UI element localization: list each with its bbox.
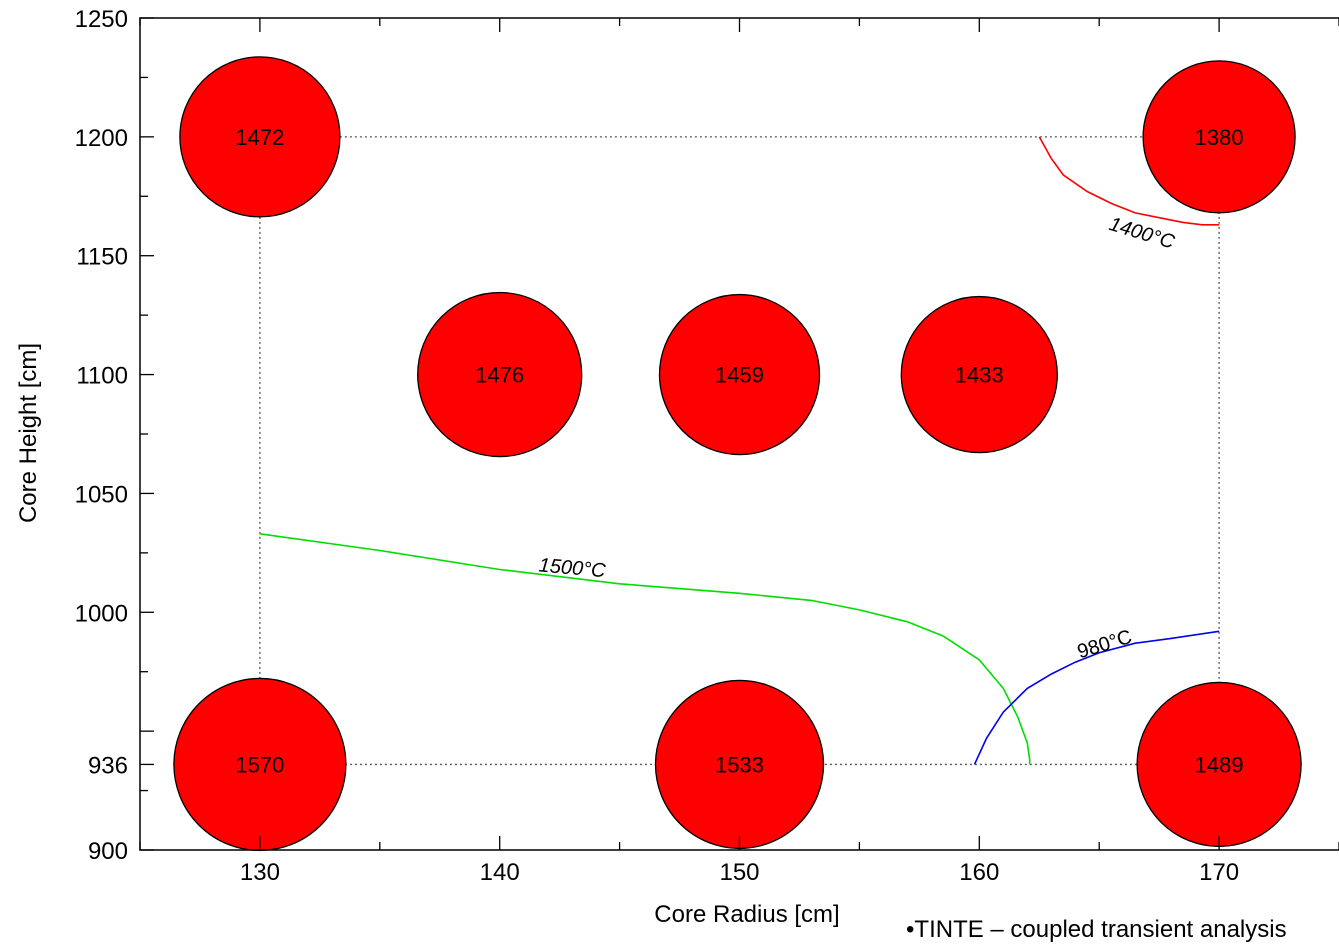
marker-circle	[658, 293, 821, 456]
y-tick-label: 900	[88, 838, 128, 865]
y-tick-label: 1000	[75, 600, 128, 627]
marker-label: 1570	[235, 752, 284, 777]
y-tick-label: 1050	[75, 481, 128, 508]
isotherm-line-2	[1038, 136, 1220, 226]
x-tick-label: 170	[1199, 859, 1239, 886]
marker-label: 1533	[715, 752, 764, 777]
x-axis-title: Core Radius [cm]	[654, 901, 839, 928]
marker-circle	[179, 56, 341, 218]
marker-label: 1459	[715, 363, 764, 388]
marker-circle	[900, 295, 1058, 454]
x-tick-label: 160	[959, 859, 999, 886]
y-axis-title: Core Height [cm]	[15, 343, 42, 523]
x-tick-label: 130	[240, 859, 280, 886]
isotherm-lines	[259, 136, 1220, 765]
marker-circle	[417, 291, 583, 458]
marker-label: 1476	[475, 363, 524, 388]
isotherm-line-0	[259, 533, 1031, 765]
isotherm-line-1	[973, 630, 1220, 765]
marker-label: 1380	[1195, 125, 1244, 150]
marker-circle	[1142, 60, 1296, 214]
y-tick-label: 936	[88, 752, 128, 779]
marker-label: 1433	[955, 363, 1004, 388]
y-tick-label: 1150	[76, 244, 128, 271]
y-tick-label: 1250	[75, 6, 128, 33]
y-tick-label: 1100	[76, 363, 128, 390]
isotherm-label-1: 980°C	[1075, 626, 1135, 663]
isotherm-label-0: 1500°C	[538, 554, 607, 582]
axis-ticks: 130 140 150 160 170 900 936 1000 1050 1100 1150 120…	[75, 6, 1339, 886]
marker-label: 1489	[1195, 752, 1244, 777]
x-tick-label: 150	[719, 859, 759, 886]
marker-label: 1472	[235, 125, 284, 150]
footnote: •TINTE – coupled transient analysis	[906, 916, 1287, 943]
temperature-markers: 1472 1380 1476 1459 1433 1570 1533 1489	[173, 56, 1302, 852]
x-tick-label: 140	[480, 859, 520, 886]
y-tick-label: 1200	[75, 125, 128, 152]
